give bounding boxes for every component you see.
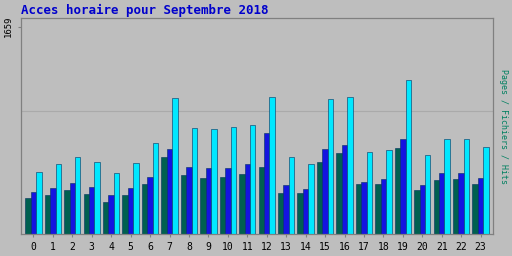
Bar	[239, 174, 245, 234]
Bar	[483, 147, 489, 234]
Bar	[134, 163, 139, 234]
Bar	[278, 193, 284, 234]
Bar	[122, 195, 128, 234]
Bar	[95, 162, 100, 234]
Bar	[375, 184, 381, 234]
Bar	[200, 178, 206, 234]
Bar	[284, 185, 289, 234]
Bar	[453, 179, 458, 234]
Bar	[439, 173, 444, 234]
Bar	[181, 175, 186, 234]
Bar	[347, 97, 353, 234]
Bar	[336, 153, 342, 234]
Bar	[56, 164, 61, 234]
Bar	[317, 162, 323, 234]
Bar	[289, 157, 294, 234]
Bar	[386, 151, 392, 234]
Bar	[191, 128, 197, 234]
Bar	[153, 143, 158, 234]
Bar	[147, 177, 153, 234]
Bar	[230, 127, 236, 234]
Bar	[259, 167, 264, 234]
Bar	[303, 189, 308, 234]
Bar	[83, 194, 89, 234]
Bar	[381, 179, 386, 234]
Bar	[420, 185, 425, 234]
Bar	[328, 99, 333, 234]
Y-axis label: Pages / Fichiers / Hits: Pages / Fichiers / Hits	[499, 69, 508, 184]
Bar	[70, 183, 75, 234]
Bar	[323, 149, 328, 234]
Bar	[128, 188, 134, 234]
Bar	[109, 195, 114, 234]
Bar	[406, 80, 411, 234]
Bar	[367, 152, 372, 234]
Bar	[269, 97, 275, 234]
Bar	[114, 173, 119, 234]
Bar	[458, 173, 464, 234]
Bar	[464, 139, 470, 234]
Bar	[395, 148, 400, 234]
Bar	[220, 177, 225, 234]
Bar	[45, 195, 50, 234]
Bar	[50, 188, 56, 234]
Bar	[356, 184, 361, 234]
Bar	[75, 157, 80, 234]
Bar	[172, 98, 178, 234]
Bar	[434, 180, 439, 234]
Bar	[342, 145, 347, 234]
Bar	[245, 164, 250, 234]
Bar	[64, 190, 70, 234]
Bar	[167, 149, 172, 234]
Text: Acces horaire pour Septembre 2018: Acces horaire pour Septembre 2018	[21, 4, 268, 17]
Bar	[478, 178, 483, 234]
Bar	[400, 139, 406, 234]
Bar	[142, 184, 147, 234]
Bar	[186, 167, 191, 234]
Bar	[425, 155, 431, 234]
Bar	[36, 172, 41, 234]
Bar	[414, 190, 420, 234]
Bar	[250, 125, 255, 234]
Bar	[444, 139, 450, 234]
Bar	[211, 129, 217, 234]
Bar	[297, 193, 303, 234]
Bar	[225, 168, 230, 234]
Bar	[161, 157, 167, 234]
Bar	[25, 198, 31, 234]
Bar	[308, 164, 314, 234]
Bar	[31, 192, 36, 234]
Bar	[89, 187, 95, 234]
Bar	[473, 184, 478, 234]
Bar	[264, 133, 269, 234]
Bar	[103, 202, 109, 234]
Bar	[206, 168, 211, 234]
Bar	[361, 182, 367, 234]
